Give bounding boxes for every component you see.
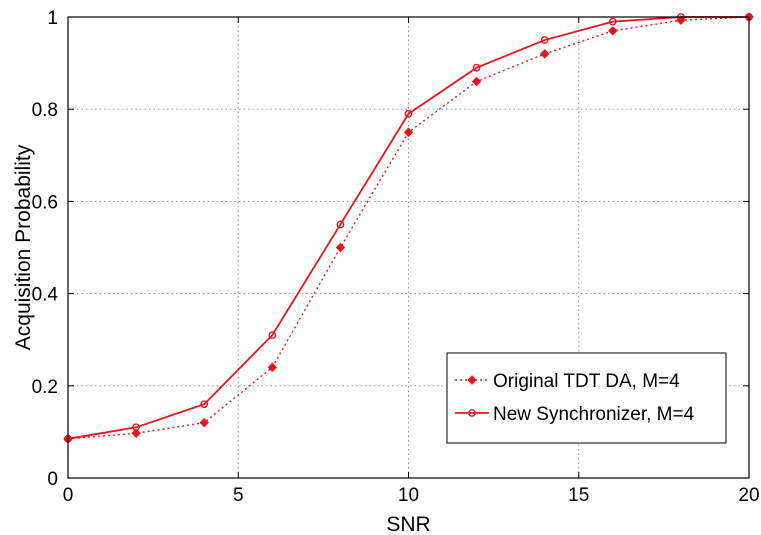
data-point — [267, 362, 278, 373]
x-tick-label: 10 — [398, 485, 419, 506]
y-tick-label: 0 — [47, 469, 58, 490]
data-point — [472, 63, 481, 72]
legend-marker — [468, 409, 476, 417]
data-point — [539, 49, 550, 59]
data-point — [608, 17, 617, 26]
data-point — [200, 400, 209, 409]
data-point — [540, 36, 549, 44]
data-point — [404, 109, 413, 118]
data-point — [471, 76, 482, 87]
data-point — [336, 220, 345, 229]
y-tick-label: 0.4 — [32, 285, 59, 306]
legend: Original TDT DA, M=4 New Synchronizer, M=… — [446, 352, 727, 444]
series-line — [67, 16, 749, 440]
data-point — [132, 423, 141, 432]
legend-label: Original TDT DA, M=4 — [493, 371, 680, 392]
data-point — [608, 26, 618, 36]
y-tick-label: 0.6 — [32, 192, 58, 213]
data-point — [131, 428, 141, 438]
y-tick-label: 0.8 — [32, 100, 58, 121]
y-axis-title: Acquisition Probability — [12, 144, 35, 350]
data-point — [199, 417, 209, 428]
data-point — [403, 127, 414, 137]
legend-box — [446, 352, 727, 444]
legend-label: New Synchronizer, M=4 — [493, 404, 695, 425]
legend-entry: New Synchronizer, M=4 — [455, 404, 695, 425]
ticks: 0 5 10 15 20 0 0.2 0.4 0.6 0.8 1 — [32, 8, 760, 506]
legend-marker — [467, 375, 477, 385]
x-tick-label: 0 — [63, 485, 74, 506]
x-tick-label: 20 — [738, 485, 759, 506]
legend-entry: Original TDT DA, M=4 — [455, 371, 680, 392]
x-tick-label: 15 — [568, 485, 589, 506]
x-tick-label: 5 — [233, 485, 244, 506]
x-axis-title: SNR — [386, 513, 430, 535]
y-tick-label: 1 — [47, 8, 58, 29]
y-tick-label: 0.2 — [32, 377, 58, 398]
data-point — [335, 242, 346, 253]
data-point — [268, 331, 277, 339]
